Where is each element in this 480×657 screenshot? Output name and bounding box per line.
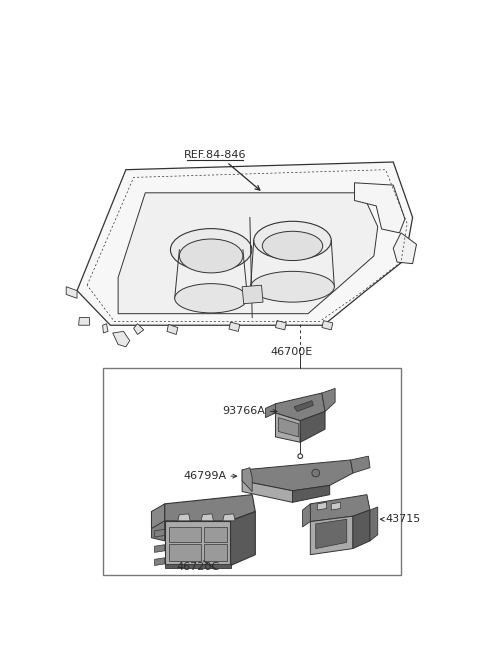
Polygon shape (118, 193, 378, 313)
Polygon shape (168, 527, 201, 543)
Polygon shape (278, 418, 299, 437)
Polygon shape (152, 509, 165, 541)
Polygon shape (350, 456, 370, 473)
Polygon shape (355, 183, 405, 233)
Polygon shape (178, 514, 190, 521)
Polygon shape (165, 564, 230, 568)
Polygon shape (230, 512, 255, 566)
Polygon shape (113, 331, 130, 347)
Polygon shape (155, 558, 165, 566)
Polygon shape (276, 321, 286, 330)
Polygon shape (242, 468, 252, 491)
Polygon shape (292, 486, 330, 503)
Polygon shape (331, 503, 340, 510)
Polygon shape (152, 504, 165, 528)
Ellipse shape (251, 271, 335, 302)
Polygon shape (103, 324, 108, 333)
Bar (103, 367, 401, 576)
Polygon shape (201, 514, 214, 521)
Polygon shape (300, 411, 325, 442)
Polygon shape (242, 460, 353, 491)
Polygon shape (276, 393, 325, 420)
Polygon shape (353, 510, 370, 549)
Polygon shape (265, 404, 276, 418)
Polygon shape (79, 317, 89, 325)
Polygon shape (167, 325, 178, 334)
Polygon shape (204, 544, 227, 561)
Polygon shape (317, 503, 326, 510)
Text: 46799A: 46799A (183, 471, 227, 481)
Polygon shape (168, 544, 201, 561)
Polygon shape (223, 514, 235, 521)
Polygon shape (77, 162, 413, 325)
Polygon shape (276, 413, 300, 442)
Circle shape (298, 454, 302, 459)
Polygon shape (322, 388, 335, 411)
Polygon shape (316, 519, 347, 549)
Polygon shape (155, 530, 165, 537)
Polygon shape (311, 516, 353, 555)
Polygon shape (294, 401, 313, 411)
Ellipse shape (175, 284, 248, 313)
Polygon shape (393, 233, 417, 263)
Polygon shape (370, 507, 378, 541)
Polygon shape (155, 545, 165, 553)
Ellipse shape (262, 231, 323, 261)
Text: REF.84-846: REF.84-846 (184, 150, 246, 160)
Text: 43715: 43715 (385, 514, 421, 524)
Ellipse shape (180, 239, 243, 273)
Polygon shape (242, 285, 263, 304)
Polygon shape (133, 324, 144, 334)
Ellipse shape (170, 229, 252, 271)
Polygon shape (311, 495, 370, 522)
Polygon shape (165, 495, 255, 521)
Polygon shape (242, 481, 292, 503)
Circle shape (312, 469, 320, 477)
Polygon shape (204, 527, 227, 543)
Polygon shape (302, 504, 311, 527)
Polygon shape (66, 286, 77, 298)
Ellipse shape (254, 221, 331, 260)
Polygon shape (322, 321, 333, 330)
Text: 46720C: 46720C (176, 562, 219, 572)
Polygon shape (165, 521, 230, 566)
Polygon shape (229, 322, 240, 331)
Text: 93766A: 93766A (223, 407, 265, 417)
Text: 46700E: 46700E (270, 347, 312, 357)
